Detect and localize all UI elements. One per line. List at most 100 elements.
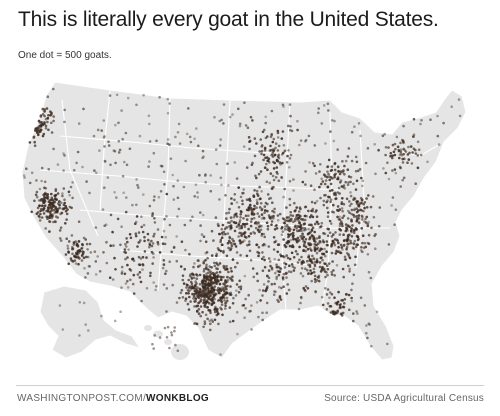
goat-dot [183,223,187,227]
goat-dot [197,307,201,311]
goat-dot [196,195,199,199]
goat-dot [38,219,42,222]
goat-dot [221,286,224,289]
goat-dot [220,243,224,246]
goat-dot [159,164,163,168]
goat-dot [259,228,263,232]
goat-dot [220,303,224,306]
goat-dot [36,126,39,129]
goat-dot [288,264,291,268]
goat-dot [391,196,395,199]
goat-dot [59,212,62,216]
goat-dot [40,179,43,183]
goat-dot [202,301,205,305]
goat-dot [319,163,322,166]
goat-dot [343,164,346,168]
goat-dot [242,232,246,236]
goat-dot [274,153,277,157]
goat-dot [212,261,216,265]
goat-dot [234,214,237,217]
goat-dot [178,142,182,145]
goat-dot [339,181,342,184]
goat-dot [215,254,218,258]
goat-dot [199,211,202,214]
goat-dot [344,159,348,163]
goat-dot [151,342,154,346]
goat-dot [234,294,238,297]
goat-dot [185,292,188,295]
goat-dot [274,142,278,145]
goat-dot [271,201,274,204]
goat-dot [269,196,273,200]
goat-dot [329,182,333,186]
goat-dot [154,288,157,292]
footer-divider [16,385,484,386]
goat-dot [258,288,261,292]
goat-dot [335,249,338,253]
goat-dot [103,224,106,227]
goat-dot [332,211,336,214]
goat-dot [56,209,59,213]
goat-dot [272,148,276,152]
goat-dot [283,244,287,247]
goat-dot [336,301,339,304]
goat-dot [313,188,316,191]
goat-dot [249,232,253,235]
goat-dot [355,160,359,164]
goat-dot [170,250,173,254]
goat-dot [317,222,320,226]
goat-dot [277,243,281,246]
goat-dot [338,172,342,176]
goat-dot [254,174,257,178]
goat-dot [85,180,88,183]
goat-dot [303,240,307,244]
goat-dot [95,171,98,175]
goat-dot [332,269,335,272]
goat-dot [140,225,143,229]
goat-dot [241,222,245,226]
goat-dot [134,234,138,238]
goat-dot [341,248,344,251]
goat-dot [297,219,301,223]
goat-dot [142,93,145,97]
goat-dot [67,240,71,243]
goat-dot [298,229,301,232]
goat-dot [177,207,181,211]
goat-dot [354,245,358,248]
goat-dot [317,111,320,115]
goat-dot [28,141,32,144]
goat-dot [175,259,179,263]
goat-dot [252,230,255,234]
goat-dot [403,157,406,161]
goat-dot [37,214,41,218]
goat-dot [40,216,44,219]
goat-dot [318,234,321,238]
goat-dot [56,192,60,195]
goat-dot [162,259,166,262]
goat-dot [399,185,403,188]
goat-dot [252,275,256,279]
goat-dot [222,122,225,125]
goat-dot [201,156,204,160]
goat-dot [188,252,191,256]
goat-dot [224,304,227,307]
goat-dot [261,144,264,147]
goat-dot [398,165,402,169]
goat-dot [268,260,272,263]
goat-dot [285,254,289,257]
goat-dot [426,160,429,164]
goat-dot [58,200,61,203]
goat-dot [294,250,298,253]
goat-dot [341,160,344,163]
goat-dot [387,177,391,181]
goat-dot [323,247,326,251]
goat-dot [119,310,122,313]
goat-dot [270,109,274,113]
goat-dot [61,194,64,198]
goat-dot [81,246,84,250]
goat-dot [414,152,418,155]
goat-dot [248,249,252,253]
goat-dot [347,293,351,297]
goat-dot [193,137,196,141]
goat-dot [368,323,371,326]
